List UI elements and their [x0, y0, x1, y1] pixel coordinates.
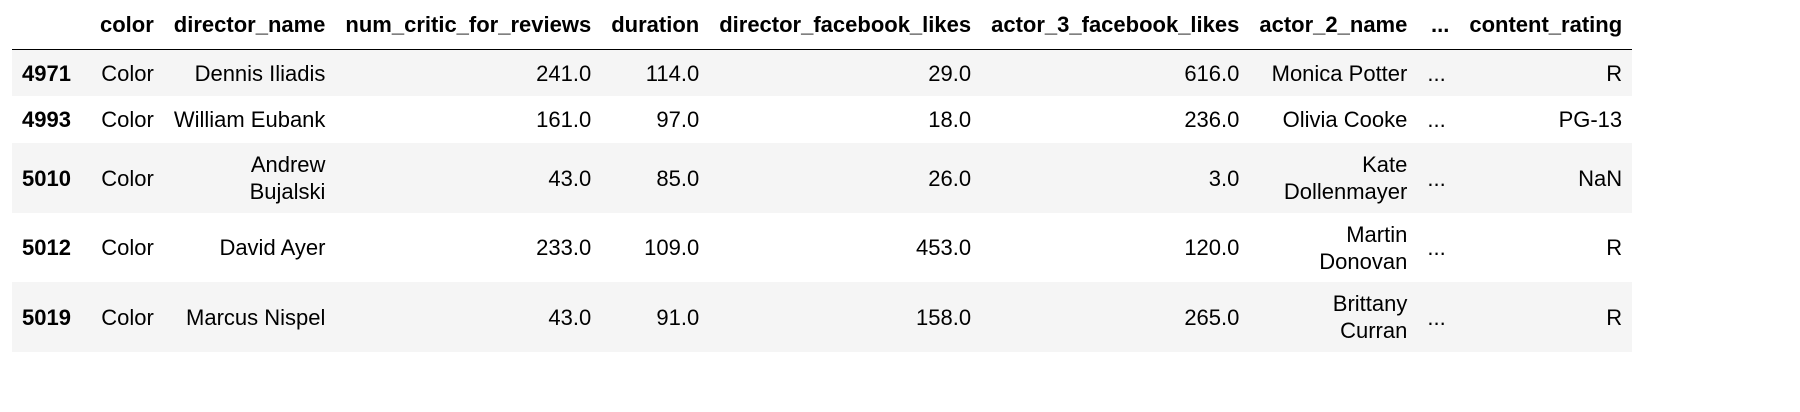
cell-director-facebook-likes: 26.0 — [928, 165, 972, 191]
cell-content-rating: NaN — [1578, 165, 1623, 191]
cell-director-facebook-likes: 18.0 — [928, 107, 972, 132]
header-color: color — [90, 0, 164, 50]
cell-actor-3-facebook-likes: 3.0 — [1208, 165, 1240, 191]
cell-director-facebook-likes: 29.0 — [928, 60, 972, 86]
table-header: color director_name num_critic_for_revie… — [12, 0, 1633, 50]
header-director-name: director_name — [163, 0, 336, 50]
table-row: 5010 Color Andrew Bujalski 43.0 85.0 26.… — [12, 143, 1633, 213]
cell-color: Color — [101, 304, 154, 330]
cell-color: Color — [101, 107, 154, 132]
table-row: 5019 Color Marcus Nispel 43.0 91.0 158.0… — [12, 282, 1633, 352]
cell-ellipsis: ... — [1427, 235, 1446, 260]
header-actor-3-facebook-likes: actor_3_facebook_likes — [981, 0, 1250, 50]
cell-actor-2-name: Martin Donovan — [1319, 221, 1408, 274]
row-index: 5012 — [22, 235, 71, 260]
dataframe-table: color director_name num_critic_for_revie… — [12, 0, 1633, 352]
cell-ellipsis: ... — [1427, 304, 1446, 330]
header-content-rating: content_rating — [1459, 0, 1633, 50]
cell-num-critic-for-reviews: 161.0 — [536, 107, 592, 132]
cell-actor-2-name: Kate Dollenmayer — [1283, 152, 1408, 204]
cell-duration: 109.0 — [644, 235, 700, 260]
cell-num-critic-for-reviews: 43.0 — [548, 165, 592, 191]
cell-content-rating: PG-13 — [1558, 107, 1623, 132]
cell-director-facebook-likes: 158.0 — [916, 304, 972, 330]
cell-num-critic-for-reviews: 241.0 — [536, 60, 592, 86]
cell-director-name: Andrew Bujalski — [249, 152, 326, 204]
cell-ellipsis: ... — [1427, 60, 1446, 86]
cell-color: Color — [101, 235, 154, 260]
cell-actor-2-name: Brittany Curran — [1332, 291, 1408, 343]
cell-content-rating: R — [1606, 235, 1623, 260]
row-index: 5010 — [22, 165, 71, 191]
cell-director-name: William Eubank — [173, 107, 326, 132]
cell-duration: 114.0 — [645, 60, 700, 86]
cell-duration: 91.0 — [656, 304, 700, 330]
cell-director-name: Marcus Nispel — [186, 304, 326, 330]
header-actor-2-name: actor_2_name — [1249, 0, 1418, 50]
cell-actor-3-facebook-likes: 236.0 — [1184, 107, 1240, 132]
cell-duration: 85.0 — [656, 165, 700, 191]
table-row: 5012 Color David Ayer 233.0 109.0 453.0 … — [12, 213, 1633, 282]
row-index: 4993 — [22, 107, 71, 132]
cell-color: Color — [101, 60, 154, 86]
header-ellipsis: ... — [1417, 0, 1460, 50]
cell-actor-2-name: Monica Potter — [1271, 60, 1408, 86]
table-row: 4993 Color William Eubank 161.0 97.0 18.… — [12, 96, 1633, 143]
cell-ellipsis: ... — [1427, 107, 1446, 132]
cell-num-critic-for-reviews: 233.0 — [536, 235, 592, 260]
cell-actor-3-facebook-likes: 120.0 — [1184, 235, 1240, 260]
cell-actor-3-facebook-likes: 616.0 — [1184, 60, 1240, 86]
row-index: 5019 — [22, 304, 71, 330]
cell-director-name: David Ayer — [219, 235, 326, 260]
cell-ellipsis: ... — [1427, 165, 1446, 191]
cell-actor-3-facebook-likes: 265.0 — [1184, 304, 1240, 330]
cell-duration: 97.0 — [656, 107, 700, 132]
cell-director-name: Dennis Iliadis — [194, 60, 326, 86]
table-body: 4971 Color Dennis Iliadis 241.0 114.0 29… — [12, 49, 1633, 352]
table-row: 4971 Color Dennis Iliadis 241.0 114.0 29… — [12, 49, 1633, 96]
cell-actor-2-name: Olivia Cooke — [1282, 107, 1408, 132]
header-director-facebook-likes: director_facebook_likes — [709, 0, 982, 50]
header-duration: duration — [601, 0, 710, 50]
cell-director-facebook-likes: 453.0 — [916, 235, 972, 260]
header-row: color director_name num_critic_for_revie… — [12, 0, 1633, 50]
cell-color: Color — [101, 165, 154, 191]
cell-content-rating: R — [1606, 60, 1623, 86]
header-index — [12, 0, 90, 50]
cell-num-critic-for-reviews: 43.0 — [548, 304, 592, 330]
row-index: 4971 — [22, 60, 71, 86]
header-num-critic-for-reviews: num_critic_for_reviews — [335, 0, 602, 50]
cell-content-rating: R — [1606, 304, 1623, 330]
